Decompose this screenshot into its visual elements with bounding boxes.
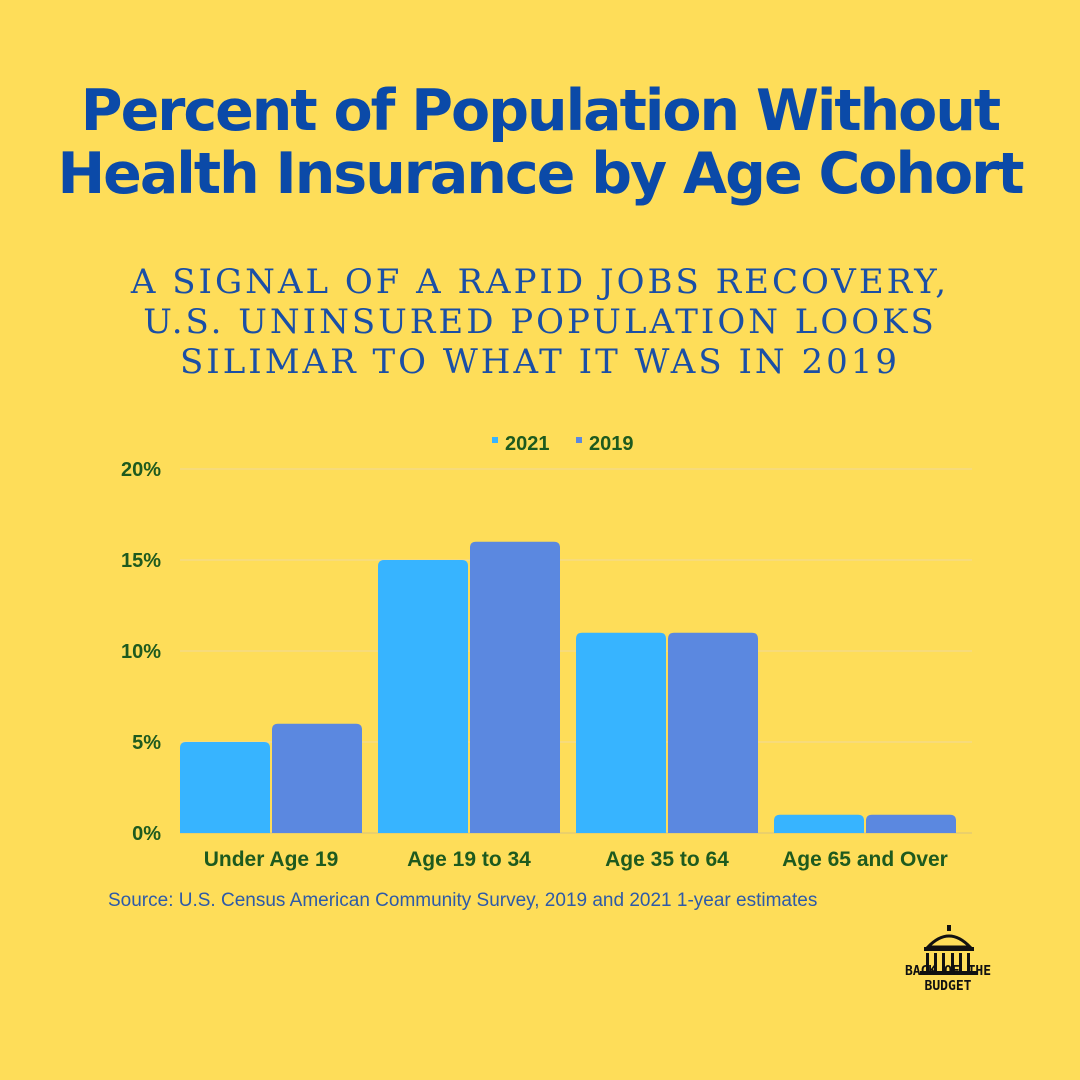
x-tick-label: Age 19 to 34 <box>407 848 531 871</box>
y-tick-label: 5% <box>132 732 161 754</box>
bar-2019 <box>470 541 560 833</box>
legend-label: 2021 <box>505 433 550 455</box>
bar-2021 <box>378 560 468 833</box>
x-tick-label: Age 65 and Over <box>782 848 948 871</box>
y-tick-label: 20% <box>121 459 161 481</box>
x-tick-label: Under Age 19 <box>204 848 339 871</box>
bar-2021 <box>774 814 864 833</box>
bar-2021 <box>180 742 270 833</box>
chart-subtitle-line-2: U.S. UNINSURED POPULATION LOOKS <box>143 302 937 342</box>
bar-2021 <box>576 632 666 833</box>
logo-wordmark: BACK OF THE BUDGET <box>880 964 1016 994</box>
chart-subtitle-line-1: A SIGNAL OF A RAPID JOBS RECOVERY, <box>130 262 950 302</box>
legend-swatch <box>576 437 582 443</box>
chart-subtitle: A SIGNAL OF A RAPID JOBS RECOVERY, U.S. … <box>0 262 1080 382</box>
bar-2019 <box>272 723 362 833</box>
chart-title-line-2: Health Insurance by Age Cohort <box>57 141 1024 207</box>
source-note: Source: U.S. Census American Community S… <box>108 890 818 911</box>
legend-label: 2019 <box>589 433 634 455</box>
y-tick-label: 10% <box>121 641 161 663</box>
y-tick-label: 15% <box>121 550 161 572</box>
bar-2019 <box>866 814 956 833</box>
legend-swatch <box>492 437 498 443</box>
bar-2019 <box>668 632 758 833</box>
logo-line-1: BACK OF THE <box>904 964 992 979</box>
capitol-dome-icon <box>920 925 978 975</box>
x-tick-label: Age 35 to 64 <box>605 848 729 871</box>
chart-subtitle-line-3: SILIMAR TO WHAT IT WAS IN 2019 <box>180 342 900 382</box>
chart-title: Percent of Population Without Health Ins… <box>0 80 1080 206</box>
y-tick-label: 0% <box>132 823 161 845</box>
logo-line-2: BUDGET <box>924 979 972 994</box>
chart-title-line-1: Percent of Population Without <box>80 78 1001 144</box>
